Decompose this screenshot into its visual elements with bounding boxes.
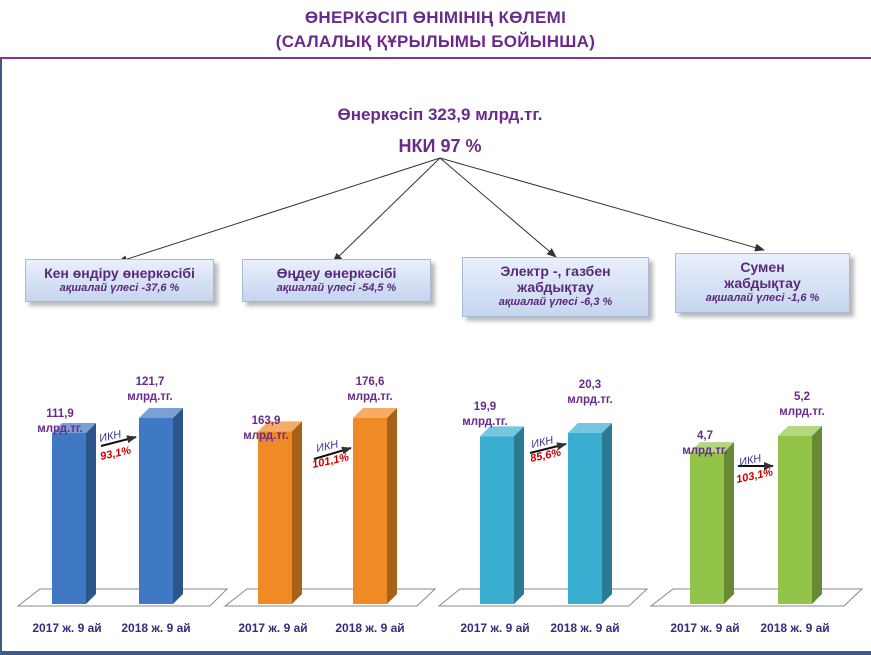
bar-2018 — [139, 408, 183, 604]
chart-floor — [437, 588, 649, 607]
arrow-to-sector-1 — [117, 157, 441, 264]
x-tick-label: 2017 ж. 9 ай — [460, 621, 529, 635]
bar-front-face — [568, 433, 602, 604]
bar-side-face — [173, 408, 183, 604]
ikn-percent: 93,1% — [99, 445, 132, 463]
data-label-unit: млрд.тг. — [682, 445, 728, 457]
chart-floor — [223, 588, 437, 607]
bar-front-face — [480, 436, 514, 604]
bar-front-face — [778, 436, 812, 604]
bar-front-face — [139, 418, 173, 604]
bar-side-face — [514, 426, 524, 604]
arrow-to-sector-3 — [439, 157, 557, 258]
bar-side-face — [292, 421, 302, 604]
data-label-unit: млрд.тг. — [243, 430, 289, 442]
data-label-value: 121,7 — [136, 376, 165, 388]
page-title-line-2: (САЛАЛЫҚ ҚҰРЫЛЫМЫ БОЙЫНША) — [275, 32, 596, 51]
data-label-value: 163,9 — [252, 415, 281, 427]
sector-share: ақшалай үлесі -54,5 % — [276, 282, 397, 294]
data-label-value: 176,6 — [356, 376, 385, 388]
bar-top-face — [139, 408, 183, 418]
bar-top-face — [568, 423, 612, 433]
bar-2017 — [690, 442, 734, 604]
chart-4: 4,7 млрд.тг. 2017 ж. 9 ай 5,2 млрд.тг. 2018 ж… — [649, 391, 864, 635]
ikn-label: ИКН — [98, 429, 122, 445]
data-label-unit: млрд.тг. — [779, 406, 825, 418]
arrow-to-sector-2 — [332, 157, 441, 263]
bar-side-face — [812, 426, 822, 604]
ikn-label: ИКН — [530, 435, 554, 451]
sector-share: ақшалай үлесі -1,6 % — [705, 292, 820, 304]
ikn-arrow — [100, 435, 137, 447]
x-tick-label: 2017 ж. 9 ай — [670, 621, 739, 635]
data-label-value: 19,9 — [474, 401, 496, 413]
sector-share: ақшалай үлесі -37,6 % — [59, 282, 180, 294]
bar-side-face — [724, 442, 734, 604]
bar-front-face — [258, 431, 292, 604]
sector-name: Сумен жабдықтау — [724, 259, 801, 291]
x-tick-label: 2017 ж. 9 ай — [32, 621, 101, 635]
chart-2: 163,9 млрд.тг. 2017 ж. 9 ай 176,6 млрд.тг. 20… — [223, 376, 437, 635]
ikn-label: ИКН — [738, 453, 762, 469]
bar-2018 — [568, 423, 612, 604]
ikn-label: ИКН — [315, 439, 339, 455]
x-tick-label: 2018 ж. 9 ай — [335, 621, 404, 635]
bar-2017 — [258, 421, 302, 604]
data-label-unit: млрд.тг. — [37, 423, 83, 435]
slide-left-border — [0, 59, 2, 655]
ikn-percent: 103,1% — [735, 466, 774, 486]
sector-name: Өңдеу өнеркәсібі — [276, 265, 397, 281]
slide-bottom-border — [0, 651, 871, 655]
arrow-to-sector-4 — [439, 157, 765, 252]
page-title-line-1: ӨНЕРКӘСІП ӨНІМІНІҢ КӨЛЕМІ — [304, 8, 567, 27]
chart-floor — [649, 588, 864, 607]
bar-side-face — [602, 423, 612, 604]
data-label-unit: млрд.тг. — [347, 391, 393, 403]
bar-2018 — [778, 426, 822, 604]
data-label-value: 111,9 — [46, 408, 74, 420]
sector-box-water: Сумен жабдықтау ақшалай үлесі -1,6 % — [675, 253, 850, 313]
sector-name: Кен өндіру өнеркәсібі — [44, 265, 195, 281]
sector-box-electricity-gas: Электр -, газбен жабдықтау ақшалай үлесі… — [462, 257, 649, 317]
bar-side-face — [86, 422, 96, 604]
nki-value: НКИ 97 % — [398, 136, 482, 156]
data-label-value: 20,3 — [579, 379, 601, 391]
bar-front-face — [52, 432, 86, 604]
sector-box-manufacturing: Өңдеу өнеркәсібі ақшалай үлесі -54,5 % — [242, 259, 431, 302]
sector-box-mining: Кен өндіру өнеркәсібі ақшалай үлесі -37,… — [25, 259, 214, 302]
ikn-arrow — [529, 442, 567, 454]
sector-share: ақшалай үлесі -6,3 % — [498, 296, 613, 308]
x-tick-label: 2017 ж. 9 ай — [238, 621, 307, 635]
bar-2018 — [353, 408, 397, 604]
data-label-value: 5,2 — [794, 391, 810, 403]
bar-2017 — [52, 422, 96, 604]
bar-top-face — [690, 442, 734, 453]
sector-name: Электр -, газбен жабдықтау — [500, 263, 611, 295]
data-label-unit: млрд.тг. — [127, 391, 173, 403]
x-tick-label: 2018 ж. 9 ай — [760, 621, 829, 635]
x-tick-label: 2018 ж. 9 ай — [121, 621, 190, 635]
bar-top-face — [778, 426, 822, 436]
chart-1: 111,9 млрд.тг. 2017 ж. 9 ай 121,7 млрд.тг. 20… — [16, 376, 229, 635]
x-tick-label: 2018 ж. 9 ай — [550, 621, 619, 635]
data-label-value: 4,7 — [697, 430, 713, 442]
chart-3: 19,9 млрд.тг. 2017 ж. 9 ай 20,3 млрд.тг. 2018… — [437, 379, 649, 635]
data-label-unit: млрд.тг. — [567, 394, 613, 406]
industry-total: Өнеркәсіп 323,9 млрд.тг. — [337, 105, 543, 124]
chart-floor — [16, 588, 229, 607]
bar-top-face — [258, 421, 302, 432]
bar-top-face — [52, 422, 96, 433]
bar-side-face — [387, 408, 397, 604]
bar-front-face — [353, 418, 387, 604]
bar-top-face — [353, 408, 397, 418]
bar-2017 — [480, 426, 524, 604]
title-divider — [0, 57, 871, 59]
bar-top-face — [480, 426, 524, 437]
bar-front-face — [690, 452, 724, 604]
data-label-unit: млрд.тг. — [462, 416, 508, 428]
ikn-arrow — [313, 446, 352, 460]
